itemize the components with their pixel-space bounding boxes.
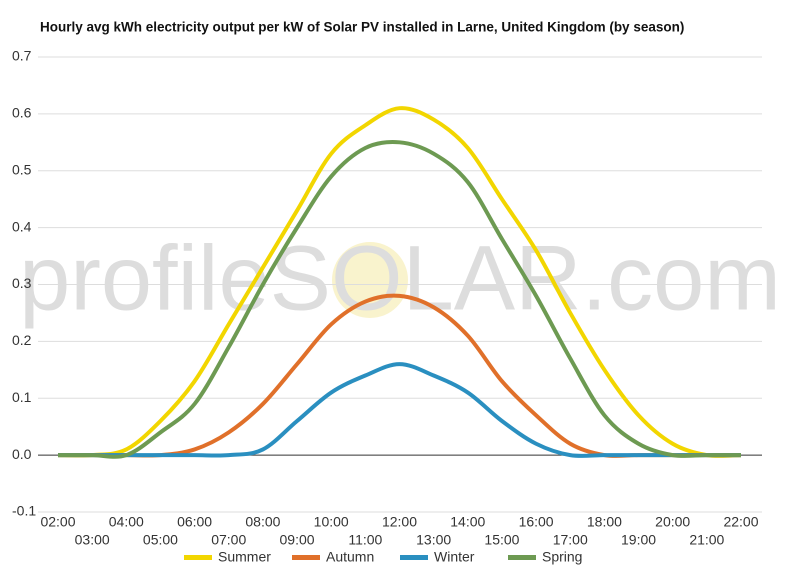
x-tick-label: 11:00 [348,532,382,548]
legend-label: Autumn [326,549,374,565]
y-tick-label: 0.7 [12,48,32,64]
legend-swatch [508,555,536,560]
x-tick-label: 13:00 [416,532,451,548]
x-tick-label: 02:00 [40,514,75,530]
x-tick-label: 20:00 [655,514,690,530]
legend-swatch [292,555,320,560]
y-tick-label: 0.2 [12,332,32,348]
x-tick-label: 07:00 [211,532,246,548]
x-tick-label: 09:00 [280,532,315,548]
x-tick-label: 16:00 [519,514,554,530]
x-tick-label: 22:00 [723,514,758,530]
x-tick-label: 06:00 [177,514,212,530]
x-tick-label: 15:00 [484,532,519,548]
x-tick-label: 17:00 [553,532,588,548]
x-tick-label: 12:00 [382,514,417,530]
series-line [58,362,741,458]
x-tick-label: 19:00 [621,532,656,548]
series-line [58,140,741,459]
x-tick-label: 05:00 [143,532,178,548]
legend-swatch [184,555,212,560]
series-line [57,106,742,458]
y-tick-label: 0.1 [12,389,32,405]
watermark: profileSOLAR.com [19,227,781,329]
x-tick-label: 21:00 [689,532,724,548]
x-tick-label: 10:00 [314,514,349,530]
chart-title: Hourly avg kWh electricity output per kW… [40,20,684,35]
x-tick-label: 03:00 [75,532,110,548]
y-tick-label: 0.3 [12,275,32,291]
x-tick-label: 14:00 [450,514,485,530]
legend-label: Summer [218,549,271,565]
watermark-sun [332,242,408,318]
legend-label: Winter [434,549,475,565]
y-tick-label: 0.4 [12,218,32,234]
x-tick-label: 04:00 [109,514,144,530]
y-tick-label: 0.0 [12,446,32,462]
legend-swatch [400,555,428,560]
y-tick-label: -0.1 [12,503,36,519]
y-tick-label: 0.6 [12,105,32,121]
x-tick-label: 08:00 [245,514,280,530]
x-tick-label: 18:00 [587,514,622,530]
legend-label: Spring [542,549,582,565]
y-tick-label: 0.5 [12,161,32,177]
